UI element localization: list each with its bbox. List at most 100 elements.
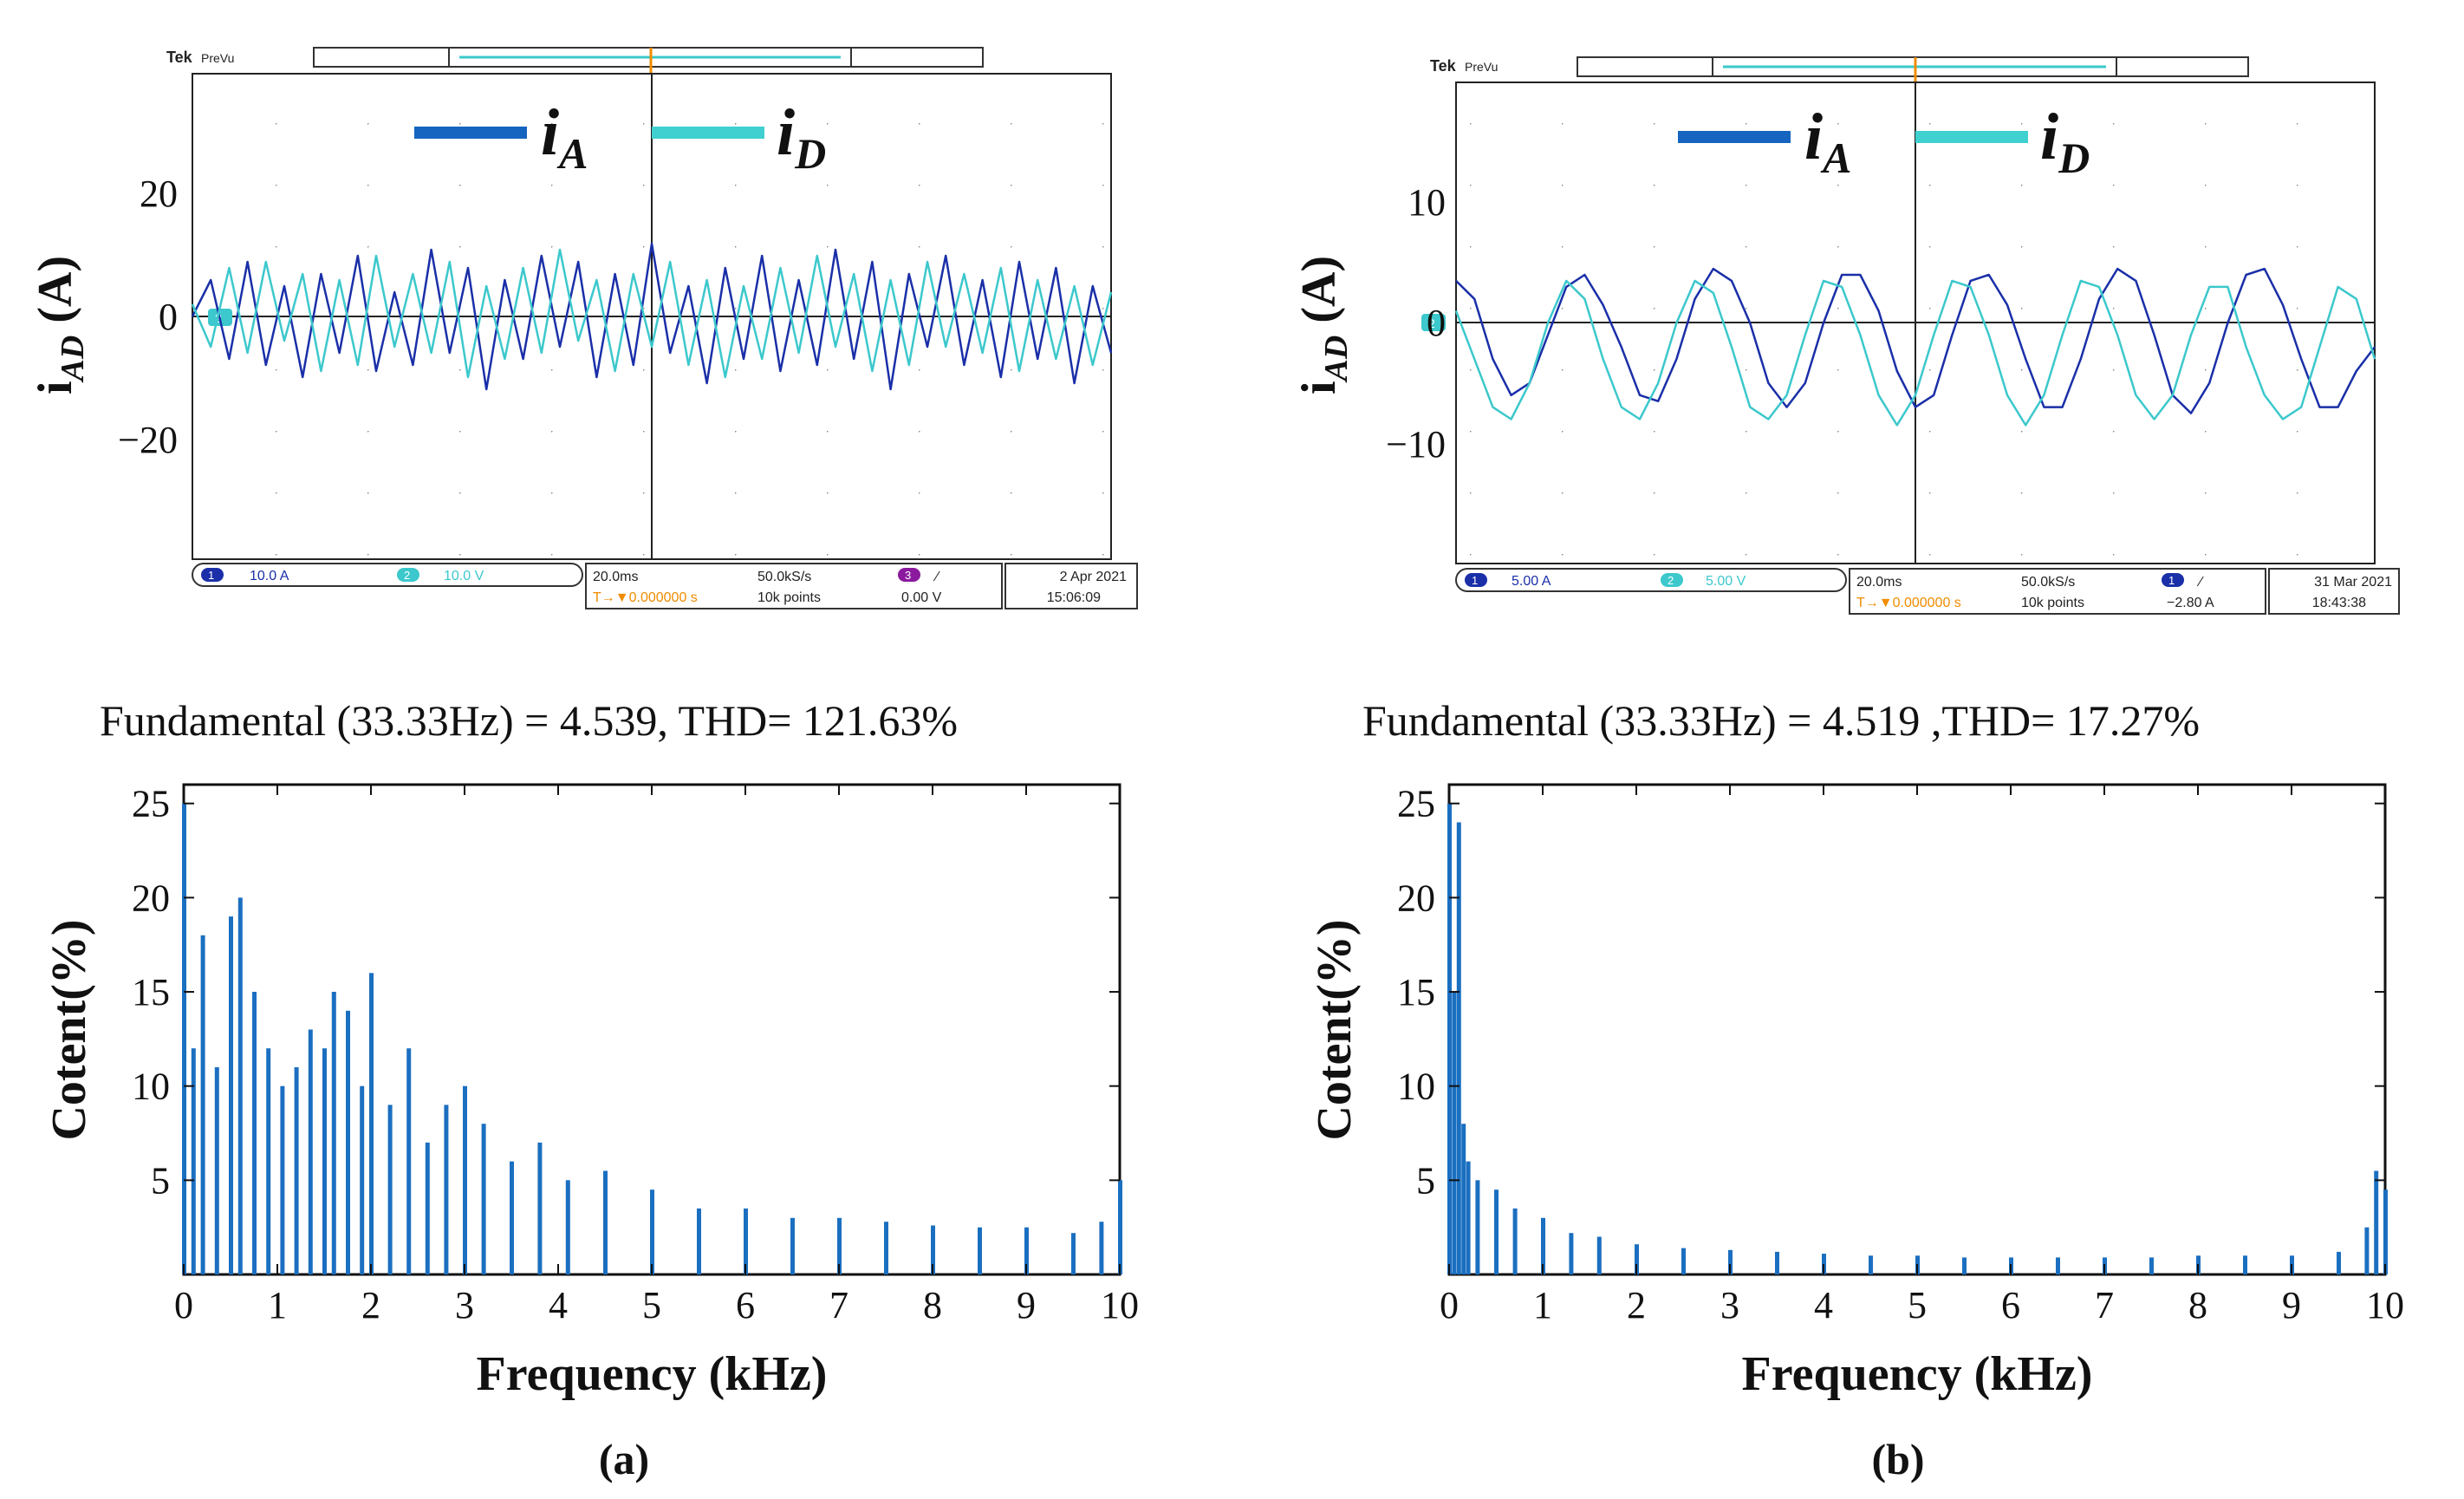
fft-bar: [650, 1189, 654, 1274]
ch2-badge-label: 2: [404, 569, 410, 582]
fft-bar: [463, 1085, 467, 1274]
fft-bar: [1728, 1249, 1733, 1275]
y-tick-label: 10: [132, 1066, 170, 1108]
trig-slope: ∕: [2196, 575, 2204, 590]
caption-a: (a): [599, 1435, 649, 1483]
record-length: 10k points: [2021, 596, 2084, 610]
fft-bar: [1024, 1227, 1029, 1274]
fft-bars-a: [182, 803, 1122, 1274]
ytick-a-minus20: −20: [118, 419, 178, 461]
fft-bar: [1541, 1217, 1545, 1274]
fft-ticks-b: 0 1 2 3 4 5 6 7 8 9 10 5 10 15 20 25: [1397, 783, 2404, 1326]
ytick-b-0: 0: [1427, 302, 1446, 344]
fft-bar: [1962, 1257, 1967, 1274]
ch1-badge: [201, 568, 224, 582]
fft-bar: [790, 1217, 795, 1274]
fft-bar: [1118, 1180, 1122, 1274]
fft-chart-b: 0 1 2 3 4 5 6 7 8 9 10 5 10 15 20 25 Frequency (kHz) Co…: [1308, 783, 2404, 1483]
trig-ch-badge-label: 1: [2168, 574, 2175, 587]
y-axis-title-b: iAD (A): [1292, 256, 1355, 394]
scope-panel-b: Tek PreVu T 2 iA iD 10 0 −10 iAD (A) 1 5…: [1292, 56, 2400, 615]
fft-bar: [444, 1105, 449, 1274]
fft-bar: [200, 935, 205, 1274]
y-tick-label: 5: [1416, 1159, 1435, 1202]
ch2-scale: 5.00 V: [1706, 574, 1746, 589]
trig-level: −2.80 A: [2167, 596, 2214, 610]
record-length: 10k points: [757, 590, 821, 605]
y-axis-title-a: iAD (A): [29, 256, 91, 394]
x-tick-label: 0: [174, 1284, 193, 1326]
x-axis-title-fft-a: Frequency (kHz): [477, 1347, 828, 1401]
trig-ch-badge-label: 3: [905, 569, 911, 582]
timebase: 20.0ms: [593, 570, 638, 584]
x-tick-label: 5: [642, 1284, 661, 1326]
fft-header-b: Fundamental (33.33Hz) = 4.519 ,THD= 17.2…: [1362, 696, 2200, 745]
sample-rate: 50.0kS/s: [2021, 575, 2075, 590]
fft-bar: [931, 1225, 935, 1274]
fft-bar: [2364, 1227, 2370, 1274]
ytick-a-0: 0: [159, 296, 178, 338]
fft-bar: [1494, 1189, 1499, 1274]
fft-bar: [837, 1217, 842, 1274]
legend-label-id: iD: [777, 96, 826, 178]
fft-bar: [1596, 1236, 1602, 1274]
legend-label-ia: iA: [541, 96, 588, 178]
ch2-badge: [1661, 573, 1683, 587]
channel-status-box: [192, 563, 583, 587]
fft-bar: [237, 897, 243, 1274]
fft-bar: [191, 1048, 196, 1274]
trig-ch-badge: [2162, 573, 2184, 587]
fft-bar: [2383, 1189, 2388, 1274]
y-tick-label: 15: [1397, 971, 1435, 1013]
x-tick-label: 1: [1533, 1284, 1552, 1326]
fft-bar: [2374, 1170, 2379, 1274]
ch2-scale: 10.0 V: [444, 569, 484, 583]
fft-bar: [2337, 1251, 2341, 1274]
x-tick-label: 2: [361, 1284, 380, 1326]
fft-bar: [2243, 1255, 2247, 1274]
x-axis-title-fft-b: Frequency (kHz): [1742, 1347, 2093, 1401]
fft-bar: [1869, 1255, 1873, 1274]
fft-bar: [229, 916, 233, 1274]
trig-level: 0.00 V: [901, 590, 942, 605]
acq-status-box: [1849, 568, 2266, 615]
trig-slope: ∕: [933, 570, 940, 584]
fft-bar: [406, 1048, 412, 1274]
x-tick-label: 9: [1017, 1284, 1036, 1326]
ytick-b-10: 10: [1408, 181, 1446, 224]
fft-bar: [387, 1105, 393, 1274]
x-tick-label: 3: [455, 1284, 474, 1326]
y-tick-label: 15: [132, 971, 170, 1013]
fft-bar: [331, 992, 336, 1274]
x-tick-label: 3: [1720, 1284, 1739, 1326]
ytick-b-minus10: −10: [1386, 423, 1446, 466]
datetime-box: [1004, 563, 1138, 609]
ytick-a-20: 20: [140, 173, 178, 215]
fft-bar: [1447, 803, 1452, 1274]
fft-bar: [603, 1170, 608, 1274]
x-tick-label: 1: [268, 1284, 287, 1326]
y-tick-label: 25: [132, 783, 170, 825]
legend-label-id: iD: [2040, 101, 2090, 182]
x-tick-label: 6: [2001, 1284, 2020, 1326]
scope-brand: Tek: [1430, 57, 1457, 75]
fft-frame: [1447, 783, 2387, 1276]
date: 31 Mar 2021: [2314, 575, 2392, 590]
timebase: 20.0ms: [1856, 575, 1902, 590]
x-tick-label: 8: [2188, 1284, 2207, 1326]
x-tick-label: 6: [736, 1284, 755, 1326]
ch2-badge: [397, 568, 419, 582]
trace-id: [191, 248, 1113, 379]
traces-a: [191, 242, 1113, 391]
fft-bar: [744, 1208, 748, 1274]
ch1-scale: 5.00 A: [1512, 574, 1551, 589]
ch2-ground-marker: [1421, 314, 1446, 331]
fft-bar: [346, 1010, 350, 1274]
x-tick-label: 5: [1908, 1284, 1927, 1326]
fft-bar: [1099, 1222, 1104, 1274]
fft-ticks-a: 0 1 2 3 4 5 6 7 8 9 10 5 10 15 20 25: [132, 783, 1139, 1326]
x-tick-label: 0: [1440, 1284, 1459, 1326]
fft-bar: [537, 1142, 543, 1274]
trace-id: [1454, 279, 2376, 427]
